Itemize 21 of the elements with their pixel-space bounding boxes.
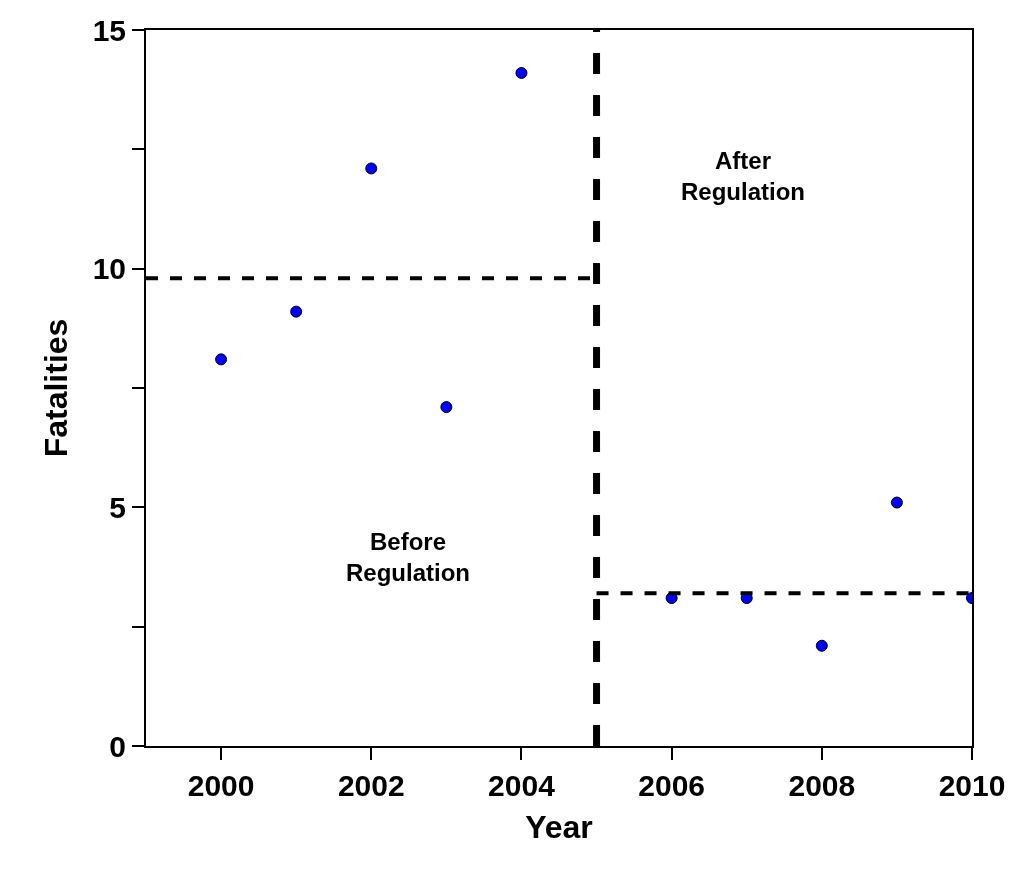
x-tick-label: 2010 (938, 769, 1006, 802)
x-tick-label: 2002 (337, 769, 405, 802)
y-axis-title: Fatalities (38, 318, 75, 458)
x-axis-title: Year (525, 809, 593, 846)
annotation: Before Regulation (346, 528, 470, 587)
y-tick-label: 15 (92, 13, 126, 47)
point (290, 305, 303, 318)
y-tick-label: 10 (92, 252, 126, 286)
point (440, 401, 453, 414)
y-tick-label: 5 (109, 490, 126, 524)
x-tick-label: 2006 (638, 769, 706, 802)
x-tick-label: 2000 (187, 769, 255, 802)
point (890, 496, 903, 509)
point (365, 162, 378, 175)
x-tick-label: 2004 (488, 769, 556, 802)
x-tick-label: 2008 (788, 769, 856, 802)
point (815, 639, 828, 652)
annotation: After Regulation (681, 147, 805, 206)
point (515, 66, 528, 79)
y-tick-label: 0 (109, 729, 126, 763)
point (215, 353, 228, 366)
